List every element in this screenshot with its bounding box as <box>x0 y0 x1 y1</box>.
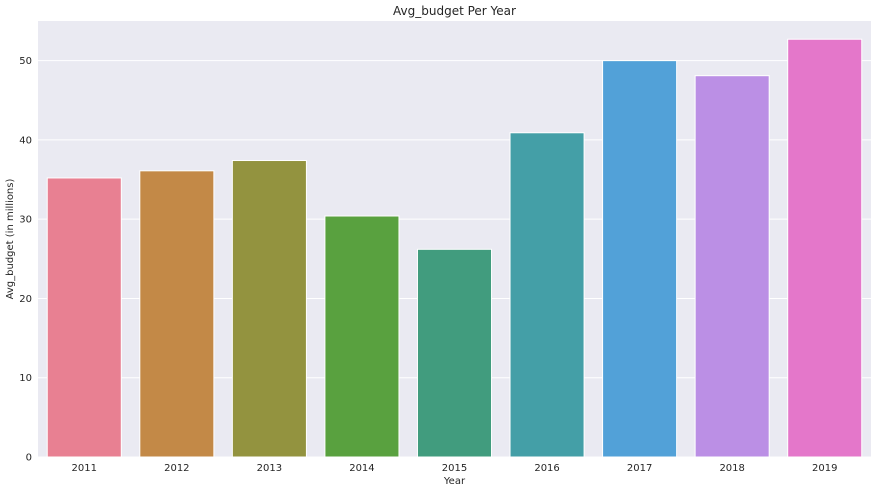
y-tick-label: 20 <box>19 294 32 305</box>
x-tick-label: 2015 <box>442 463 467 474</box>
chart-title: Avg_budget Per Year <box>393 4 516 18</box>
x-tick-label: 2014 <box>349 463 374 474</box>
bar-2016 <box>509 132 585 458</box>
bar-2014 <box>324 215 400 458</box>
x-tick-label: 2013 <box>257 463 282 474</box>
bar-2011 <box>46 177 122 458</box>
bar-2013 <box>231 160 307 458</box>
y-tick-label: 50 <box>19 56 32 67</box>
x-tick-label: 2018 <box>719 463 744 474</box>
bar-2015 <box>416 248 493 458</box>
x-tick-label: 2017 <box>627 463 652 474</box>
y-tick-label: 0 <box>26 453 32 464</box>
x-tick-labels: 2011 2012 2013 2014 2015 2016 2017 2018 2019 <box>72 463 838 474</box>
bar-2019 <box>787 38 863 458</box>
y-tick-label: 30 <box>19 215 32 226</box>
y-tick-labels: 0 10 20 30 40 50 <box>19 56 32 463</box>
x-axis-label: Year <box>443 476 466 487</box>
x-tick-label: 2012 <box>164 463 189 474</box>
bar-2012 <box>139 170 215 458</box>
bar-2017 <box>602 60 678 458</box>
y-tick-label: 10 <box>19 373 32 384</box>
x-tick-label: 2016 <box>534 463 559 474</box>
y-axis-label: Avg_budget (in millions) <box>5 179 16 300</box>
x-tick-label: 2011 <box>72 463 97 474</box>
bars <box>46 38 863 458</box>
bar-2018 <box>694 75 770 458</box>
x-tick-label: 2019 <box>812 463 837 474</box>
y-tick-label: 40 <box>19 135 32 146</box>
